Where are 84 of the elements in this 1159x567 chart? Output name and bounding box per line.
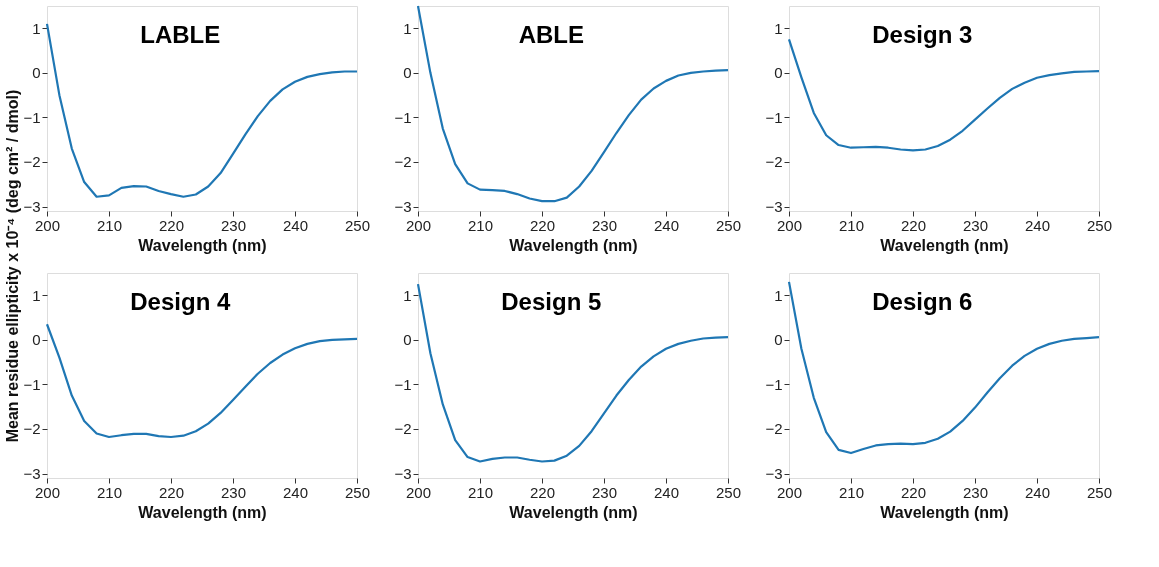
y-tick-label: −2 bbox=[23, 153, 41, 171]
x-tick-label: 230 bbox=[591, 216, 618, 234]
y-tick-label: 0 bbox=[774, 64, 783, 82]
x-tick-label: 240 bbox=[1024, 483, 1051, 501]
x-tick-label: 250 bbox=[344, 216, 371, 234]
text: Design 3 bbox=[872, 21, 973, 48]
x-tick-label: 210 bbox=[96, 216, 123, 234]
y-axis-title: Mean residue ellipticity x 10⁻⁴ (deg cm² / dmol) bbox=[4, 89, 21, 443]
x-tick-label: 210 bbox=[467, 483, 494, 501]
x-tick-label: 220 bbox=[900, 216, 927, 234]
y-tick-label: 1 bbox=[774, 19, 783, 37]
x-tick-label: 200 bbox=[405, 216, 432, 234]
y-tick-label: 1 bbox=[32, 19, 41, 37]
line-series bbox=[416, 283, 730, 463]
y-tick-label: 0 bbox=[403, 64, 412, 82]
x-axis-title: Wavelength (nm) bbox=[880, 236, 1009, 254]
x-tick-label: 240 bbox=[1024, 216, 1051, 234]
y-tick-label: −3 bbox=[23, 465, 41, 483]
y-tick-label: −3 bbox=[394, 465, 412, 483]
x-tick-label: 240 bbox=[653, 216, 680, 234]
x-tick-label: 210 bbox=[96, 483, 123, 501]
y-tick-label: 0 bbox=[774, 331, 783, 349]
text: ABLE bbox=[518, 21, 584, 48]
x-axis-title: Wavelength (nm) bbox=[138, 236, 267, 254]
x-tick-label: 220 bbox=[158, 216, 185, 234]
y-tick-label: −2 bbox=[394, 420, 412, 438]
y-tick-label: −3 bbox=[394, 198, 412, 216]
x-tick-label: 210 bbox=[467, 216, 494, 234]
x-tick-label: 240 bbox=[282, 216, 309, 234]
line-series bbox=[45, 323, 359, 439]
x-tick-label: 250 bbox=[344, 483, 371, 501]
x-tick-label: 210 bbox=[838, 216, 865, 234]
y-tick-label: −1 bbox=[394, 108, 412, 126]
x-tick-label: 250 bbox=[715, 483, 742, 501]
y-tick-label: 0 bbox=[32, 64, 41, 82]
x-tick-label: 230 bbox=[220, 216, 247, 234]
y-tick-label: 1 bbox=[774, 286, 783, 304]
x-tick-label: 250 bbox=[715, 216, 742, 234]
x-tick-label: 250 bbox=[1086, 483, 1113, 501]
y-tick-label: −2 bbox=[394, 153, 412, 171]
y-tick-label: −3 bbox=[765, 465, 783, 483]
x-tick-label: 230 bbox=[962, 216, 989, 234]
x-tick-label: 240 bbox=[653, 483, 680, 501]
text: Design 6 bbox=[872, 288, 973, 315]
x-tick-label: 200 bbox=[776, 483, 803, 501]
y-tick-label: −1 bbox=[23, 108, 41, 126]
x-tick-label: 220 bbox=[900, 483, 927, 501]
x-tick-label: 200 bbox=[34, 216, 61, 234]
line-series bbox=[416, 4, 730, 203]
x-tick-label: 230 bbox=[220, 483, 247, 501]
line-series bbox=[787, 280, 1101, 455]
y-tick-label: −1 bbox=[765, 375, 783, 393]
line-series bbox=[45, 22, 359, 198]
x-tick-label: 220 bbox=[529, 483, 556, 501]
y-tick-label: 0 bbox=[403, 331, 412, 349]
y-tick-label: −3 bbox=[765, 198, 783, 216]
y-tick-label: −3 bbox=[23, 198, 41, 216]
x-tick-label: 200 bbox=[776, 216, 803, 234]
y-tick-label: −1 bbox=[765, 108, 783, 126]
text: Design 4 bbox=[130, 288, 231, 315]
x-tick-label: 200 bbox=[34, 483, 61, 501]
y-tick-label: −1 bbox=[23, 375, 41, 393]
y-tick-label: 1 bbox=[32, 286, 41, 304]
y-tick-label: 1 bbox=[403, 19, 412, 37]
x-axis-title: Wavelength (nm) bbox=[880, 503, 1009, 521]
x-tick-label: 220 bbox=[158, 483, 185, 501]
x-tick-label: 250 bbox=[1086, 216, 1113, 234]
text: Design 5 bbox=[501, 288, 602, 315]
y-tick-label: 1 bbox=[403, 286, 412, 304]
x-tick-label: 220 bbox=[529, 216, 556, 234]
text: LABLE bbox=[140, 21, 221, 48]
x-axis-title: Wavelength (nm) bbox=[509, 503, 638, 521]
x-tick-label: 210 bbox=[838, 483, 865, 501]
y-tick-label: −1 bbox=[394, 375, 412, 393]
y-tick-label: −2 bbox=[765, 153, 783, 171]
x-tick-label: 230 bbox=[962, 483, 989, 501]
x-tick-label: 200 bbox=[405, 483, 432, 501]
x-tick-label: 240 bbox=[282, 483, 309, 501]
x-axis-title: Wavelength (nm) bbox=[138, 503, 267, 521]
y-tick-label: −2 bbox=[23, 420, 41, 438]
y-tick-label: 0 bbox=[32, 331, 41, 349]
y-tick-label: −2 bbox=[765, 420, 783, 438]
x-axis-title: Wavelength (nm) bbox=[509, 236, 638, 254]
x-tick-label: 230 bbox=[591, 483, 618, 501]
